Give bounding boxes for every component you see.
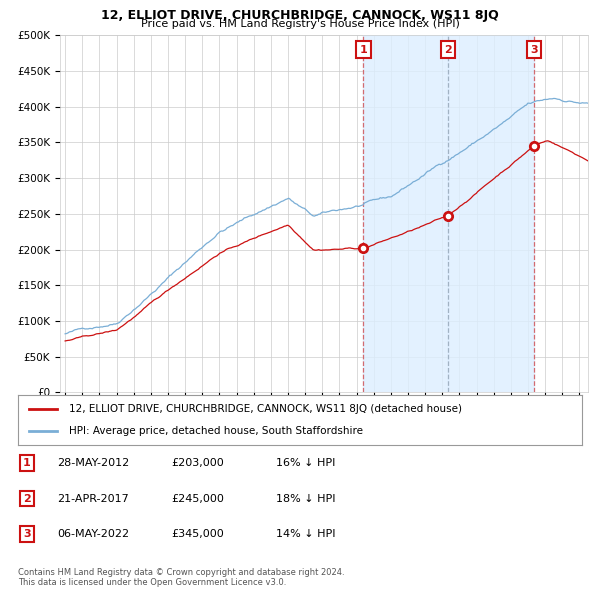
Text: 3: 3 [23, 529, 31, 539]
Text: £203,000: £203,000 [171, 458, 224, 468]
Text: 2: 2 [444, 45, 452, 55]
Text: 1: 1 [359, 45, 367, 55]
Text: 06-MAY-2022: 06-MAY-2022 [57, 529, 129, 539]
Text: Contains HM Land Registry data © Crown copyright and database right 2024.
This d: Contains HM Land Registry data © Crown c… [18, 568, 344, 587]
Bar [448, 35, 534, 392]
Text: 14% ↓ HPI: 14% ↓ HPI [276, 529, 335, 539]
Text: 18% ↓ HPI: 18% ↓ HPI [276, 494, 335, 503]
Text: £345,000: £345,000 [171, 529, 224, 539]
Text: Price paid vs. HM Land Registry's House Price Index (HPI): Price paid vs. HM Land Registry's House … [140, 19, 460, 30]
Text: HPI: Average price, detached house, South Staffordshire: HPI: Average price, detached house, Sout… [69, 427, 363, 437]
Text: 3: 3 [530, 45, 538, 55]
Text: 12, ELLIOT DRIVE, CHURCHBRIDGE, CANNOCK, WS11 8JQ (detached house): 12, ELLIOT DRIVE, CHURCHBRIDGE, CANNOCK,… [69, 404, 462, 414]
Bar [364, 35, 448, 392]
Text: 1: 1 [23, 458, 31, 468]
Text: 16% ↓ HPI: 16% ↓ HPI [276, 458, 335, 468]
Text: 12, ELLIOT DRIVE, CHURCHBRIDGE, CANNOCK, WS11 8JQ: 12, ELLIOT DRIVE, CHURCHBRIDGE, CANNOCK,… [101, 9, 499, 22]
Text: £245,000: £245,000 [171, 494, 224, 503]
Text: 2: 2 [23, 494, 31, 503]
Text: 21-APR-2017: 21-APR-2017 [57, 494, 129, 503]
Text: 28-MAY-2012: 28-MAY-2012 [57, 458, 129, 468]
